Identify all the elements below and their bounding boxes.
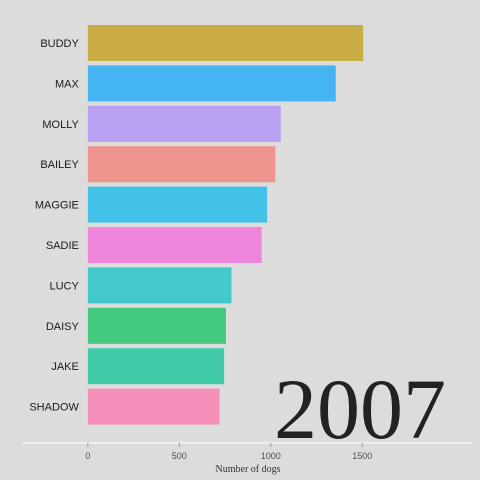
x-tick-label: 1000: [261, 451, 281, 461]
category-label-max: MAX: [55, 78, 80, 90]
bar-bailey: [87, 146, 276, 183]
category-label-bailey: BAILEY: [40, 159, 79, 171]
category-label-buddy: BUDDY: [40, 38, 79, 50]
category-labels-group: BUDDY MAX MOLLY BAILEY MAGGIE SADIE LUCY DAISY J…: [29, 38, 79, 414]
bar-jake: [87, 348, 225, 385]
bar-daisy: [87, 307, 226, 344]
bar-lucy: [87, 267, 232, 304]
category-label-lucy: LUCY: [50, 280, 80, 292]
bar-molly: [87, 105, 281, 142]
category-label-daisy: DAISY: [46, 321, 80, 333]
category-label-molly: MOLLY: [42, 119, 79, 131]
bar-maggie: [87, 186, 268, 223]
category-label-jake: JAKE: [51, 361, 79, 373]
x-axis-title: Number of dogs: [216, 464, 281, 475]
bars-group: [87, 25, 364, 425]
x-tick-label: 500: [172, 451, 187, 461]
x-tick-label: 0: [85, 451, 90, 461]
bar-sadie: [87, 227, 262, 263]
year-annotation: 2007: [274, 361, 446, 457]
x-ticks-group: 0 500 1000 1500: [85, 443, 372, 461]
bar-buddy: [87, 25, 364, 61]
bar-shadow: [87, 388, 220, 425]
category-label-shadow: SHADOW: [29, 402, 79, 414]
bar-max: [87, 65, 336, 102]
x-tick-label: 1500: [352, 451, 372, 461]
category-label-maggie: MAGGIE: [35, 200, 79, 212]
category-label-sadie: SADIE: [46, 240, 79, 252]
